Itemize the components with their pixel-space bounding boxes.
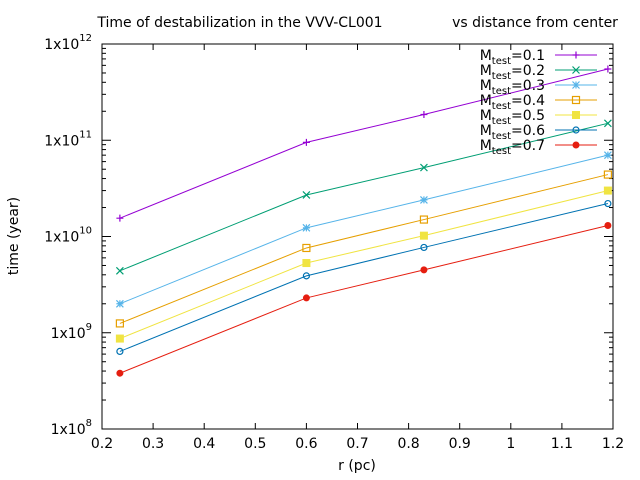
series-7	[116, 222, 612, 377]
legend-label: Mtest=0.2	[480, 63, 545, 82]
series-5	[115, 186, 612, 343]
x-axis-title: r (pc)	[338, 458, 376, 474]
y-axis-title: time (year)	[6, 197, 22, 275]
data-point	[420, 266, 428, 274]
y-axis: 1x108 1x109 1x1010 1x1011 1x1012	[44, 33, 613, 438]
x-tick-label: 1.1	[551, 436, 573, 452]
data-point	[572, 66, 580, 74]
x-tick-label: 1	[506, 436, 515, 452]
x-tick-label: 0.5	[244, 436, 266, 452]
x-tick-label: 0.3	[142, 436, 164, 452]
data-point	[302, 223, 311, 232]
series-line	[119, 203, 609, 352]
series-6	[116, 199, 612, 356]
data-point	[115, 266, 124, 275]
data-point	[572, 81, 580, 89]
data-point	[420, 163, 428, 172]
series-line	[119, 154, 609, 305]
x-tick-label: 0.4	[193, 436, 215, 452]
data-point	[572, 51, 580, 59]
y-tick-label: 1x1011	[44, 129, 92, 149]
data-point	[302, 138, 310, 146]
data-point	[604, 222, 612, 230]
data-point	[419, 231, 428, 240]
series-line	[119, 122, 609, 272]
data-point	[420, 195, 428, 204]
data-point	[603, 186, 612, 195]
series-4	[115, 170, 612, 328]
data-point	[302, 294, 310, 302]
legend-entry: Mtest=0.3	[480, 78, 597, 97]
x-tick-label: 0.7	[346, 436, 368, 452]
data-point	[572, 126, 580, 134]
data-point	[115, 334, 124, 343]
legend-label: Mtest=0.6	[480, 123, 545, 142]
x-tick-label: 0.6	[295, 436, 317, 452]
x-tick-label: 0.2	[91, 436, 113, 452]
x-tick-label: 0.8	[397, 436, 419, 452]
data-point	[115, 319, 124, 328]
chart-title: Time of destabilization in the VVV-CL001	[96, 15, 382, 31]
legend-label: Mtest=0.5	[480, 108, 545, 127]
data-point	[420, 243, 428, 252]
data-point	[571, 95, 581, 105]
data-point	[603, 119, 612, 128]
series-line	[119, 68, 609, 219]
data-point	[603, 151, 612, 160]
y-tick-label: 1x1012	[44, 33, 92, 53]
y-tick-label: 1x108	[51, 418, 92, 438]
legend-label: Mtest=0.1	[480, 48, 545, 67]
x-axis: 0.2 0.3 0.4 0.5 0.6 0.7 0.8 0.9 1 1.1 1.2	[91, 44, 624, 452]
data-point	[302, 259, 311, 268]
data-point	[572, 141, 580, 149]
legend-label: Mtest=0.3	[480, 78, 545, 97]
legend-entry: Mtest=0.2	[480, 63, 597, 82]
y-tick-label: 1x1010	[44, 226, 92, 246]
data-point	[604, 65, 612, 73]
data-point	[604, 199, 612, 208]
series-3	[115, 151, 612, 308]
legend-entry: Mtest=0.1	[480, 48, 597, 67]
data-point	[116, 214, 124, 222]
data-point	[302, 272, 310, 280]
data-point	[116, 347, 124, 356]
series-line	[119, 225, 609, 374]
legend-label: Mtest=0.4	[480, 93, 545, 112]
series-2	[115, 119, 612, 275]
data-point	[419, 215, 429, 224]
series-line	[119, 174, 609, 324]
legend: Mtest=0.1Mtest=0.2Mtest=0.3Mtest=0.4Mtes…	[480, 48, 597, 157]
data-point	[603, 170, 612, 179]
x-tick-label: 0.9	[449, 436, 471, 452]
x-tick-label: 1.2	[602, 436, 624, 452]
legend-entry: Mtest=0.4	[480, 93, 597, 112]
data-point	[572, 111, 580, 119]
data-point	[116, 369, 124, 377]
data-point	[302, 243, 311, 253]
series-line	[119, 190, 609, 340]
legend-label: Mtest=0.7	[480, 138, 545, 157]
legend-entry: Mtest=0.6	[480, 123, 597, 142]
legend-entry: Mtest=0.7	[480, 138, 597, 157]
legend-entry: Mtest=0.5	[480, 108, 597, 127]
data-point	[420, 111, 428, 119]
series-1	[116, 65, 612, 222]
series-group	[115, 65, 612, 377]
y-tick-label: 1x109	[51, 322, 92, 342]
chart-subtitle: vs distance from center	[452, 15, 618, 31]
data-point	[115, 299, 124, 308]
data-point	[302, 191, 311, 199]
